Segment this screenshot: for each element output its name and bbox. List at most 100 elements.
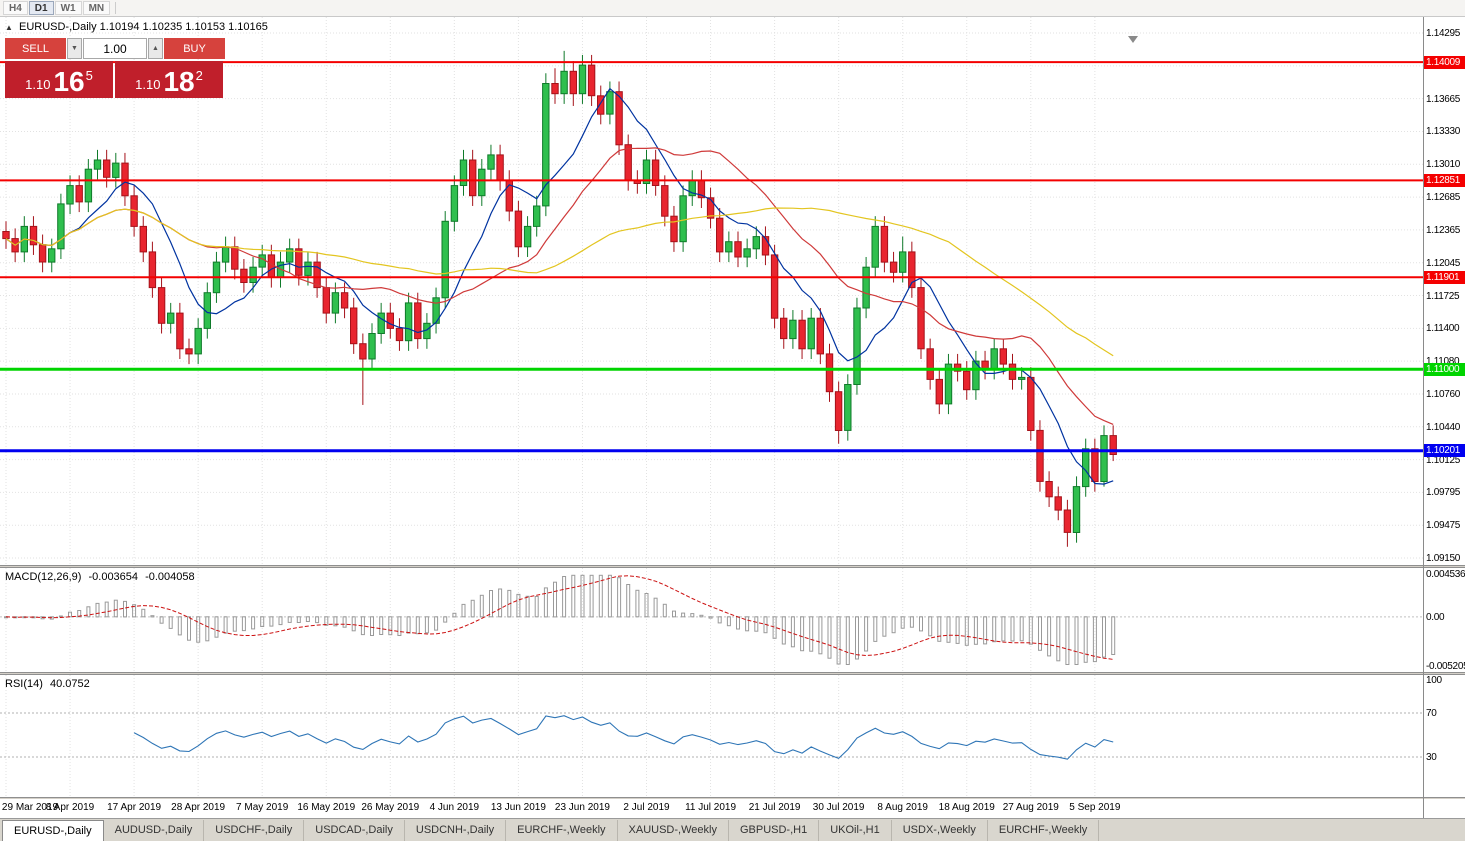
period-button-d1[interactable]: D1 (28, 1, 54, 15)
candle (249, 256, 257, 293)
candlestick-chart[interactable] (0, 17, 1423, 565)
period-button-w1[interactable]: W1 (54, 1, 82, 15)
symbol-tab[interactable]: UKOil-,H1 (819, 820, 892, 841)
candle (157, 277, 166, 334)
sell-price-prefix: 1.10 (25, 77, 51, 92)
macd-scale[interactable]: 0.004536 0.00 -0.005205 (1424, 568, 1465, 672)
buy-button[interactable]: BUY (164, 38, 225, 59)
date-label: 18 Aug 2019 (938, 802, 995, 813)
price-tick-label: 1.12365 (1426, 224, 1461, 236)
price-tick-label: 1.10125 (1426, 454, 1461, 466)
candle (313, 251, 321, 298)
rsi-value: 40.0752 (49, 678, 90, 690)
symbol-tab[interactable]: AUDUSD-,Daily (104, 820, 205, 841)
scale-splitter (1424, 565, 1465, 568)
candle (716, 208, 724, 263)
symbol-tab[interactable]: XAUUSD-,Weekly (618, 820, 729, 841)
candle (780, 308, 788, 349)
symbol-tab[interactable]: USDCNH-,Daily (405, 820, 507, 841)
candle (414, 292, 422, 349)
candle (899, 236, 907, 283)
candle (816, 308, 824, 365)
panel-splitter[interactable] (0, 672, 1423, 675)
candle (469, 149, 477, 206)
arrow-down-icon: ▼ (71, 45, 78, 52)
price-scale[interactable]: 1.142951.139801.136651.133301.130101.126… (1424, 17, 1465, 565)
date-label: 27 Aug 2019 (1002, 802, 1059, 813)
date-label: 17 Apr 2019 (107, 802, 162, 813)
sell-price-pips: 16 (53, 66, 85, 97)
rsi-tick-label: 30 (1426, 752, 1437, 763)
rsi-label: RSI(14) 40.0752 (5, 678, 94, 690)
symbol-tab[interactable]: EURCHF-,Weekly (506, 820, 618, 841)
candle (1054, 486, 1062, 521)
candle (706, 187, 715, 229)
candle (450, 175, 459, 232)
rsi-line (133, 715, 1114, 760)
symbol-tab[interactable]: EURCHF-,Weekly (988, 820, 1100, 841)
candle (1109, 425, 1117, 462)
candle (514, 200, 523, 257)
period-button-h4[interactable]: H4 (3, 1, 28, 15)
symbol-tab[interactable]: USDCHF-,Daily (204, 820, 305, 841)
rsi-tick-label: 70 (1426, 708, 1437, 719)
volume-decrease-button[interactable]: ▼ (67, 38, 82, 59)
candle (789, 310, 797, 349)
rsi-scale[interactable]: 100 70 30 (1424, 675, 1465, 797)
candle (386, 302, 395, 339)
price-tick-label: 1.09795 (1426, 487, 1461, 499)
candle (871, 216, 879, 278)
date-label: 11 Jul 2019 (685, 802, 737, 813)
period-button-mn[interactable]: MN (82, 1, 111, 15)
candle (505, 170, 514, 222)
rsi-chart[interactable] (0, 675, 1423, 797)
macd-main-value: -0.003654 (88, 571, 139, 583)
symbol-tabs-bar: EURUSD-,Daily AUDUSD-,Daily USDCHF-,Daily U… (0, 818, 1465, 841)
candle (926, 338, 934, 390)
candle (496, 144, 504, 191)
scale-splitter (1424, 797, 1465, 799)
price-tick-label: 1.09475 (1426, 520, 1461, 532)
symbol-tab[interactable]: USDX-,Weekly (892, 820, 988, 841)
candle (642, 149, 651, 194)
symbol-tab[interactable]: GBPUSD-,H1 (729, 820, 820, 841)
candle (1100, 425, 1108, 487)
candle (377, 302, 385, 344)
chart-shift-marker-icon[interactable] (1128, 36, 1138, 43)
candle (395, 318, 404, 351)
candle (93, 149, 102, 180)
buy-price-display[interactable]: 1.10 18 2 (115, 61, 223, 98)
price-chart-panel[interactable]: ▲ EURUSD-,Daily 1.10194 1.10235 1.10153 … (0, 17, 1423, 565)
sell-price-display[interactable]: 1.10 16 5 (5, 61, 113, 98)
candle (633, 170, 641, 194)
price-level-badge: 1.11901 (1424, 270, 1465, 284)
candle (112, 152, 120, 188)
symbol-tab[interactable]: USDCAD-,Daily (304, 820, 405, 841)
date-label: 4 Jun 2019 (429, 802, 480, 813)
date-axis[interactable]: 29 Mar 2019 8 Apr 2019 17 Apr 2019 28 Apr 2… (0, 799, 1423, 818)
candle (651, 149, 660, 196)
rsi-panel[interactable]: RSI(14) 40.0752 (0, 675, 1423, 797)
date-label: 13 Jun 2019 (490, 802, 546, 813)
candle (1045, 471, 1053, 507)
symbol-tab[interactable]: EURUSD-,Daily (2, 820, 104, 841)
candle (587, 54, 596, 106)
rsi-name: RSI(14) (5, 678, 43, 690)
chart-title: ▲ EURUSD-,Daily 1.10194 1.10235 1.10153 … (5, 21, 268, 33)
ma-slow-line (5, 207, 1114, 357)
candle (139, 216, 148, 263)
price-tick-label: 1.11725 (1426, 290, 1460, 302)
candle (825, 343, 834, 402)
candle (1008, 353, 1017, 390)
candle (194, 318, 202, 365)
candle (972, 350, 980, 400)
volume-input[interactable] (83, 38, 147, 59)
panel-splitter[interactable] (0, 565, 1423, 568)
macd-chart[interactable] (0, 568, 1423, 672)
volume-increase-button[interactable]: ▲ (148, 38, 163, 59)
sell-button[interactable]: SELL (5, 38, 66, 59)
macd-panel[interactable]: MACD(12,26,9) -0.003654 -0.004058 (0, 568, 1423, 672)
scale-corner (1424, 799, 1465, 818)
candle (670, 205, 678, 252)
ma-fast-line (5, 87, 1114, 485)
